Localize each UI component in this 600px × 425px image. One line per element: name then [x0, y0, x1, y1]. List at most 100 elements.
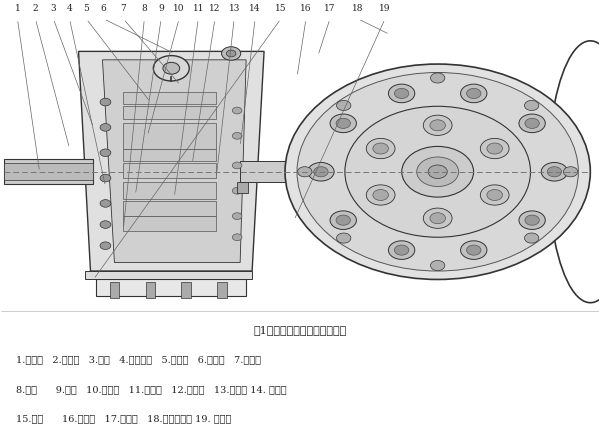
Circle shape	[232, 107, 242, 114]
Bar	[124, 182, 216, 199]
Circle shape	[461, 84, 487, 103]
Circle shape	[525, 118, 539, 128]
Circle shape	[388, 241, 415, 259]
Circle shape	[285, 64, 590, 280]
Circle shape	[298, 167, 312, 177]
Circle shape	[100, 200, 111, 207]
Bar	[124, 201, 216, 216]
Circle shape	[100, 149, 111, 156]
Bar	[146, 282, 155, 298]
Text: 18: 18	[352, 3, 364, 12]
Bar	[97, 280, 246, 296]
Circle shape	[163, 62, 179, 74]
Text: 16: 16	[300, 3, 312, 12]
Text: 9: 9	[158, 3, 164, 12]
Bar	[217, 282, 227, 298]
Circle shape	[337, 100, 351, 110]
Bar	[181, 282, 191, 298]
Circle shape	[461, 241, 487, 259]
Circle shape	[232, 213, 242, 219]
Bar	[237, 182, 248, 193]
Text: 10: 10	[173, 3, 185, 12]
Text: 15: 15	[275, 3, 287, 12]
Circle shape	[547, 167, 562, 177]
Text: 12: 12	[209, 3, 221, 12]
Circle shape	[232, 162, 242, 169]
Circle shape	[366, 185, 395, 205]
Bar	[124, 148, 216, 161]
Text: 4: 4	[67, 3, 73, 12]
Bar	[4, 159, 94, 184]
Circle shape	[487, 143, 502, 154]
Circle shape	[525, 215, 539, 225]
Circle shape	[297, 73, 578, 271]
Circle shape	[330, 211, 356, 230]
Text: 13: 13	[229, 3, 240, 12]
Circle shape	[100, 221, 111, 228]
Circle shape	[487, 190, 502, 201]
Bar	[110, 282, 119, 298]
Circle shape	[366, 139, 395, 159]
Circle shape	[417, 157, 458, 187]
Bar	[124, 216, 216, 231]
Text: 7: 7	[121, 3, 126, 12]
Text: 19: 19	[379, 3, 391, 12]
Bar	[124, 106, 216, 119]
Text: 1.输出轴   2.紧固环   3.压盖   4.卧式机座   5.输入轴   6.通气帽   7.偏心套: 1.输出轴 2.紧固环 3.压盖 4.卧式机座 5.输入轴 6.通气帽 7.偏心…	[16, 355, 260, 364]
Bar	[124, 123, 216, 148]
Text: 1: 1	[14, 3, 20, 12]
Circle shape	[467, 245, 481, 255]
Circle shape	[430, 261, 445, 271]
Polygon shape	[103, 60, 246, 263]
Text: 11: 11	[193, 3, 204, 12]
Text: 5: 5	[83, 3, 89, 12]
Circle shape	[388, 84, 415, 103]
Circle shape	[221, 47, 241, 60]
Circle shape	[519, 114, 545, 133]
Circle shape	[394, 245, 409, 255]
Bar	[124, 163, 216, 178]
Circle shape	[424, 208, 452, 228]
Circle shape	[314, 167, 328, 177]
Text: 图1单级减速卧式双轴型结构图: 图1单级减速卧式双轴型结构图	[253, 325, 347, 335]
Circle shape	[100, 242, 111, 249]
Text: 8: 8	[142, 3, 147, 12]
Circle shape	[563, 167, 578, 177]
Circle shape	[394, 88, 409, 99]
Circle shape	[428, 165, 447, 178]
Bar	[4, 163, 94, 180]
Circle shape	[430, 213, 445, 224]
Circle shape	[232, 234, 242, 241]
Circle shape	[345, 106, 530, 237]
Circle shape	[524, 100, 539, 110]
Circle shape	[373, 190, 388, 201]
Circle shape	[226, 50, 236, 57]
Circle shape	[100, 98, 111, 106]
Circle shape	[519, 211, 545, 230]
Text: 14: 14	[250, 3, 261, 12]
Circle shape	[337, 233, 351, 243]
Text: 2: 2	[32, 3, 38, 12]
Circle shape	[232, 133, 242, 139]
Circle shape	[100, 174, 111, 182]
Circle shape	[424, 115, 452, 136]
Circle shape	[430, 120, 445, 131]
Circle shape	[430, 73, 445, 83]
Circle shape	[308, 162, 334, 181]
Circle shape	[100, 124, 111, 131]
Text: 8.销轴      9.销套   10.针齿壳   11.间隔环   12.针齿套   13.针齿销 14. 摆线轮: 8.销轴 9.销套 10.针齿壳 11.间隔环 12.针齿套 13.针齿销 14…	[16, 385, 286, 394]
Bar	[240, 161, 294, 182]
Circle shape	[232, 187, 242, 194]
Bar	[124, 91, 216, 104]
Bar	[85, 271, 252, 280]
Circle shape	[467, 88, 481, 99]
Circle shape	[402, 147, 473, 197]
Text: 6: 6	[101, 3, 107, 12]
Circle shape	[336, 215, 350, 225]
Circle shape	[524, 233, 539, 243]
Text: 3: 3	[50, 3, 56, 12]
Circle shape	[481, 139, 509, 159]
Polygon shape	[79, 51, 264, 271]
Circle shape	[373, 143, 388, 154]
Text: 17: 17	[324, 3, 335, 12]
